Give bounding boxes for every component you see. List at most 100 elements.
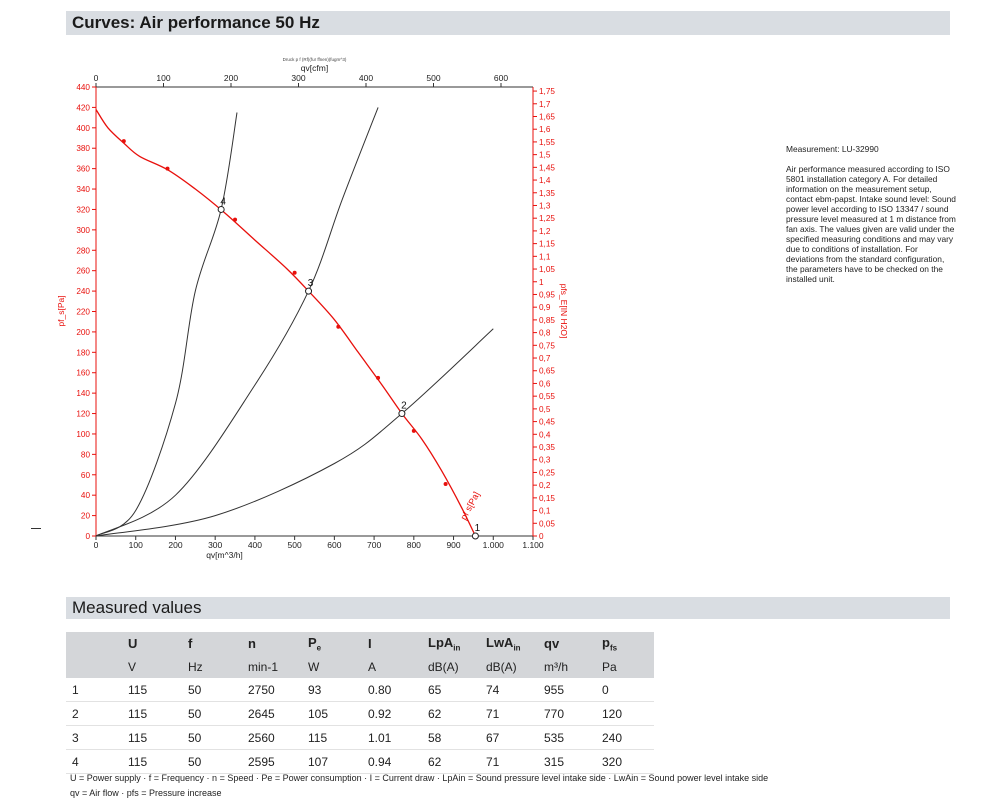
table-cell: 0.80	[362, 678, 422, 702]
x-bottom-tick-label: 600	[327, 540, 341, 550]
table-cell: 71	[480, 701, 538, 726]
legend-line-2: qv = Air flow · pfs = Pressure increase	[70, 788, 222, 798]
table-cell: 115	[122, 725, 182, 750]
table-cell: 58	[422, 725, 480, 750]
y-left-tick-label: 260	[76, 267, 90, 276]
y-left-tick-label: 400	[76, 124, 90, 133]
table-cell: 105	[302, 701, 362, 726]
table-legend: U = Power supply · f = Frequency · n = S…	[70, 771, 768, 801]
table-unit-cell: dB(A)	[422, 655, 480, 678]
air-performance-chart: 0 100 200 300 400 500 600 700 800 900 1.000 1.100qv…	[56, 57, 569, 560]
series-marker-pfs	[411, 428, 416, 433]
table-unit-cell: W	[302, 655, 362, 678]
table-unit-cell	[66, 655, 122, 678]
operating-point-marker	[305, 287, 313, 295]
header-subscript: in	[453, 643, 461, 653]
header-symbol: LwA	[486, 634, 514, 650]
y-right-tick-label: 1,1	[539, 252, 551, 261]
table-cell: 115	[122, 749, 182, 774]
table-cell: 2645	[242, 701, 302, 726]
y-left-tick-label: 0	[85, 532, 90, 541]
x-top-tick-label: 100	[156, 73, 170, 83]
y-left-tick-label: 420	[76, 103, 90, 112]
y-left-tick-label: 240	[76, 287, 90, 296]
measurement-id: Measurement: LU-32990	[786, 144, 879, 154]
measurement-note: Measurement: LU-32990 Air performance me…	[786, 144, 956, 294]
series-label-pfs: pf s[Pa]	[458, 490, 481, 522]
header-symbol: n	[248, 636, 256, 651]
y-left-tick-label: 80	[81, 450, 91, 459]
y-left-tick-label: 160	[76, 369, 90, 378]
table-cell: 67	[480, 725, 538, 750]
table-cell: 1.01	[362, 725, 422, 750]
table-cell: 115	[122, 701, 182, 726]
table-cell: 320	[596, 749, 654, 774]
table-header-cell: U	[122, 632, 182, 655]
table-header-cell	[66, 632, 122, 655]
y-right-tick-label: 0,75	[539, 341, 555, 350]
x-bottom-tick-label: 700	[367, 540, 381, 550]
table-cell: 2560	[242, 725, 302, 750]
x-bottom-tick-label: 400	[248, 540, 262, 550]
header-symbol: p	[602, 634, 610, 650]
y-left-tick-label: 340	[76, 185, 90, 194]
x-top-tick-label: 600	[494, 73, 508, 83]
y-left-tick-label: 220	[76, 308, 90, 317]
y-right-tick-label: 0,25	[539, 468, 555, 477]
y-left-tick-label: 180	[76, 348, 90, 357]
header-subscript: in	[513, 643, 521, 653]
table-cell: 50	[182, 749, 242, 774]
y-right-tick-label: 1,3	[539, 201, 551, 210]
operating-point-label: 2	[401, 401, 407, 412]
y-right-tick-label: 0,85	[539, 316, 555, 325]
header-symbol: U	[128, 636, 138, 651]
table-row: 3 115 50 2560 115 1.01 58 67 535 240	[66, 725, 654, 750]
y-right-tick-label: 1,55	[539, 138, 555, 147]
series-marker-pfs	[121, 139, 126, 144]
x-bottom-tick-label: 1.100	[522, 540, 544, 550]
y-right-tick-label: 1,05	[539, 265, 555, 274]
x-bottom-tick-label: 0	[94, 540, 99, 550]
y-right-tick-label: 0,15	[539, 494, 555, 503]
y-right-tick-label: 0,95	[539, 290, 555, 299]
operating-point-label: 3	[308, 278, 314, 289]
y-right-tick-label: 0,3	[539, 456, 551, 465]
y-left-tick-label: 360	[76, 165, 90, 174]
table-cell: 0.92	[362, 701, 422, 726]
x-top-tick-label: 300	[291, 73, 305, 83]
table-header-cell: Pe	[302, 632, 362, 655]
table-unit-cell: A	[362, 655, 422, 678]
x-top-tick-label: 400	[359, 73, 373, 83]
y-right-tick-label: 1,7	[539, 100, 551, 109]
series-marker-pfs	[336, 324, 341, 329]
y-right-tick-label: 1,15	[539, 240, 555, 249]
header-symbol: I	[368, 636, 372, 651]
header-symbol: P	[308, 634, 317, 650]
margin-dash	[31, 528, 41, 529]
table-cell: 71	[480, 749, 538, 774]
x-top-tick-label: 500	[426, 73, 440, 83]
y-left-tick-label: 440	[76, 83, 90, 92]
table-cell: 240	[596, 725, 654, 750]
y-right-tick-label: 1,6	[539, 125, 551, 134]
table-cell: 115	[122, 678, 182, 702]
section-title-curves: Curves: Air performance 50 Hz	[66, 11, 950, 35]
header-subscript: fs	[609, 643, 618, 653]
y-right-tick-label: 0,4	[539, 430, 551, 439]
y-right-tick-label: 0,2	[539, 481, 551, 490]
table-cell: 535	[538, 725, 596, 750]
y-right-tick-label: 0,35	[539, 443, 555, 452]
y-right-tick-label: 0,65	[539, 367, 555, 376]
series-marker-pfs	[233, 217, 238, 222]
table-header-cell: LwAin	[480, 632, 538, 655]
table-cell: 0.94	[362, 749, 422, 774]
y-left-tick-label: 200	[76, 328, 90, 337]
table-cell: 315	[538, 749, 596, 774]
table-cell: 74	[480, 678, 538, 702]
table-cell: 2595	[242, 749, 302, 774]
y-right-tick-label: 0,6	[539, 379, 551, 388]
y-left-tick-label: 320	[76, 205, 90, 214]
series-marker-pfs	[292, 270, 297, 275]
